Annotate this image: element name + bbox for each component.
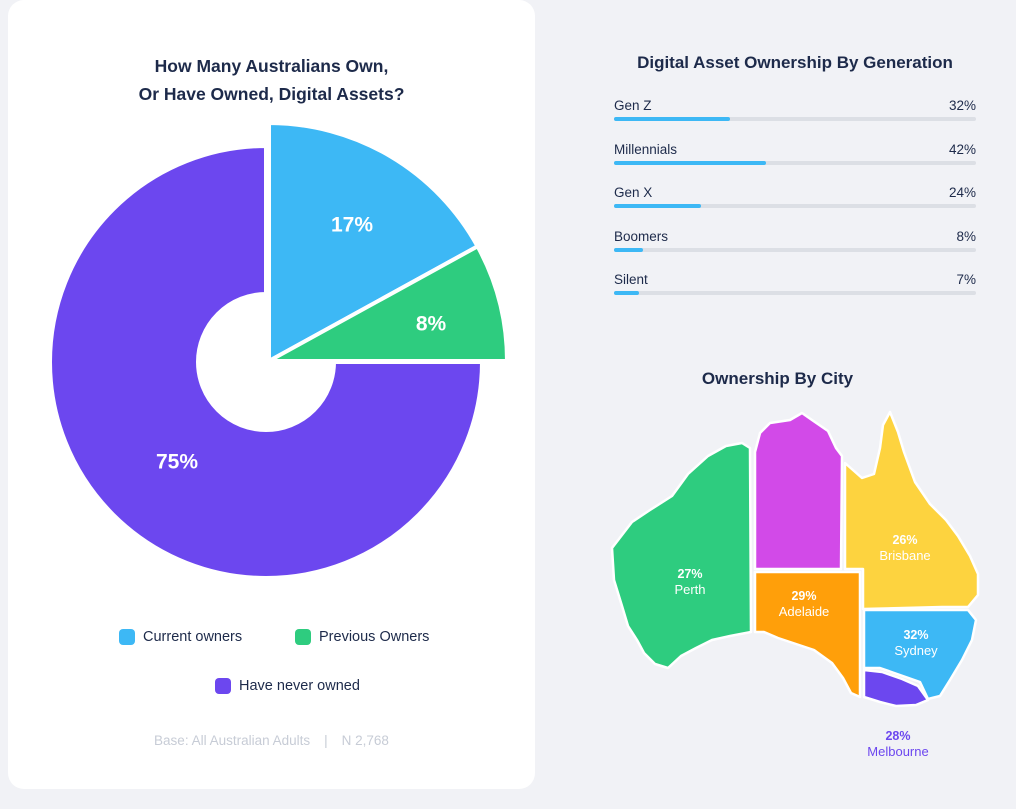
city-percent: 29% bbox=[791, 589, 817, 603]
bar-value: 32% bbox=[948, 98, 976, 113]
pie-title-line-1: How Many Australians Own, bbox=[154, 56, 389, 76]
map-region-vic bbox=[862, 668, 930, 708]
map-region-nt bbox=[753, 411, 844, 571]
city-label-perth: 27% Perth bbox=[630, 567, 750, 597]
bar-fill bbox=[614, 291, 640, 295]
map-region-wa bbox=[610, 441, 753, 670]
bar-value: 42% bbox=[948, 141, 976, 157]
bar-fill bbox=[614, 117, 730, 121]
bar-label: Millennials bbox=[614, 141, 678, 157]
city-name: Adelaide bbox=[778, 604, 830, 619]
city-name: Melbourne bbox=[867, 744, 929, 759]
base-n: N 2,768 bbox=[341, 733, 389, 748]
city-name: Perth bbox=[674, 582, 706, 597]
bar-fill bbox=[614, 160, 767, 165]
map-region-sa bbox=[753, 570, 862, 699]
bar-track bbox=[614, 247, 976, 252]
pie-chart-title: How Many Australians Own, Or Have Owned,… bbox=[8, 52, 535, 108]
legend-previous-owners: Previous Owners bbox=[295, 629, 429, 645]
pie-slice-current bbox=[267, 120, 481, 365]
map-region-nsw bbox=[862, 608, 978, 701]
map-region-qld bbox=[843, 410, 980, 611]
city-label-sydney: 32% Sydney bbox=[856, 628, 976, 658]
bar-value: 7% bbox=[956, 272, 976, 287]
city-label-melbourne: 28% Melbourne bbox=[838, 729, 958, 759]
legend-swatch-never bbox=[215, 678, 231, 694]
bar-label: Silent bbox=[614, 272, 648, 287]
base-note: Base: All Australian Adults | N 2,768 bbox=[8, 733, 535, 748]
bar-fill bbox=[614, 247, 643, 252]
city-name: Sydney bbox=[894, 643, 938, 658]
city-title: Ownership By City bbox=[701, 369, 854, 388]
bar-track bbox=[614, 160, 976, 165]
base-label: Base: All Australian Adults bbox=[154, 733, 311, 748]
pie-label-previous: 8% bbox=[416, 313, 447, 336]
city-percent: 32% bbox=[903, 628, 929, 642]
bar-value: 24% bbox=[948, 185, 976, 200]
bar-label: Gen Z bbox=[614, 98, 652, 113]
pie-title-line-2: Or Have Owned, Digital Assets? bbox=[138, 84, 405, 104]
bar-track bbox=[614, 291, 976, 295]
pie-label-never: 75% bbox=[156, 451, 198, 474]
city-percent: 27% bbox=[677, 567, 703, 581]
city-label-brisbane: 26% Brisbane bbox=[845, 533, 965, 563]
generation-title: Digital Asset Ownership By Generation bbox=[637, 53, 953, 72]
bar-label: Gen X bbox=[614, 185, 653, 200]
bar-row-boomers: Boomers 8% bbox=[614, 229, 976, 269]
city-percent: 28% bbox=[885, 729, 911, 743]
bar-track bbox=[614, 117, 976, 121]
bar-row-gen-z: Gen Z 32% bbox=[614, 98, 976, 138]
legend-label-never: Have never owned bbox=[239, 678, 360, 694]
bar-row-millennials: Millennials 42% bbox=[614, 142, 976, 182]
legend-swatch-current bbox=[119, 629, 135, 645]
pie-label-current: 17% bbox=[331, 214, 373, 237]
legend-label-previous: Previous Owners bbox=[319, 629, 430, 645]
bar-value: 8% bbox=[956, 228, 976, 244]
pie-slice-never bbox=[48, 143, 485, 580]
bar-row-silent: Silent 7% bbox=[614, 272, 976, 312]
base-separator: | bbox=[324, 733, 328, 748]
bar-label: Boomers bbox=[614, 228, 669, 244]
city-name: Brisbane bbox=[879, 548, 931, 563]
bar-fill bbox=[614, 204, 701, 208]
pie-slice-previous bbox=[268, 243, 510, 363]
legend-label-current: Current owners bbox=[143, 629, 243, 645]
city-percent: 26% bbox=[892, 533, 918, 547]
legend-never-owned: Have never owned bbox=[215, 678, 360, 694]
legend-current-owners: Current owners bbox=[119, 629, 242, 645]
legend-swatch-previous bbox=[295, 629, 311, 645]
bar-row-gen-x: Gen X 24% bbox=[614, 185, 976, 225]
city-label-adelaide: 29% Adelaide bbox=[744, 589, 864, 619]
bar-track bbox=[614, 204, 976, 208]
